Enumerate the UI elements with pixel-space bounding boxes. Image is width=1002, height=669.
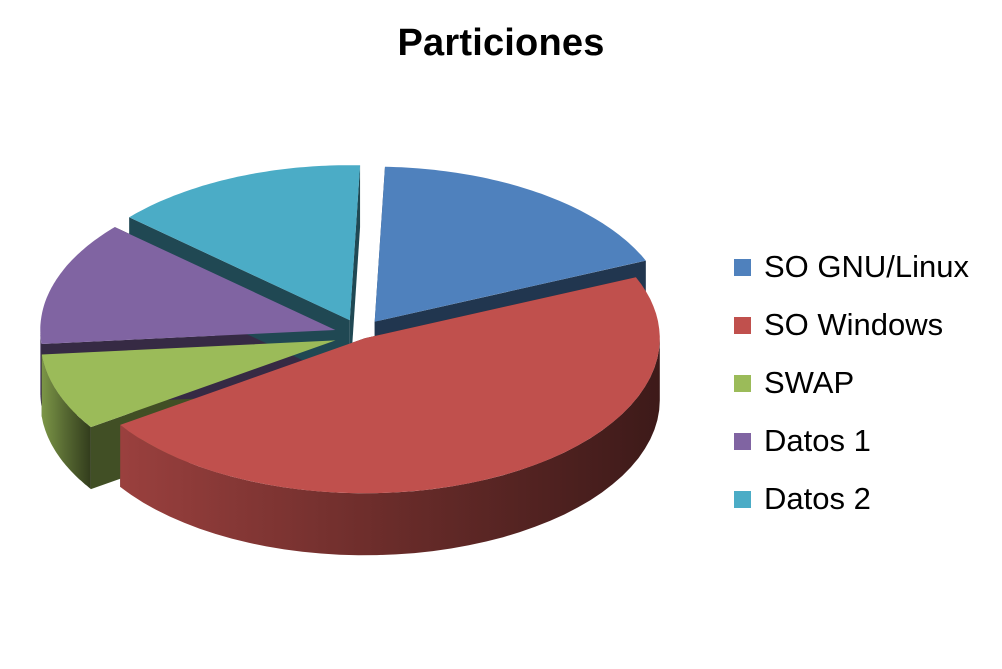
legend-swatch	[734, 432, 751, 450]
legend-item: SWAP	[734, 354, 969, 412]
legend-item: Datos 1	[734, 412, 969, 470]
pie-slice-wall-5	[349, 165, 361, 383]
legend-swatch	[734, 316, 751, 334]
legend: SO GNU/Linux SO Windows SWAP Datos 1 Datos 2	[734, 238, 969, 528]
pie-slice-side-3	[41, 354, 91, 490]
legend-label: Datos 1	[764, 423, 871, 458]
chart-title: Particiones	[397, 22, 605, 64]
pie-slice-5	[129, 165, 361, 321]
legend-label: SO Windows	[764, 307, 944, 342]
legend-swatch	[734, 490, 751, 508]
legend-label: SWAP	[764, 365, 855, 400]
pie-slice-side-2	[120, 338, 660, 556]
pie-slice-2	[120, 277, 660, 494]
pie-slice-tops	[40, 165, 660, 494]
legend-item: SO GNU/Linux	[734, 238, 969, 296]
pie-slice-1	[374, 166, 646, 322]
pie-slice-4	[40, 227, 336, 344]
legend-swatch	[734, 258, 751, 276]
pie-slice-3	[41, 340, 336, 428]
legend-item: Datos 2	[734, 470, 969, 528]
legend-item: SO Windows	[734, 296, 969, 354]
legend-label: SO GNU/Linux	[764, 249, 970, 284]
pie-slice-side-4	[40, 330, 42, 406]
legend-swatch	[734, 374, 751, 392]
legend-label: Datos 2	[764, 481, 871, 516]
